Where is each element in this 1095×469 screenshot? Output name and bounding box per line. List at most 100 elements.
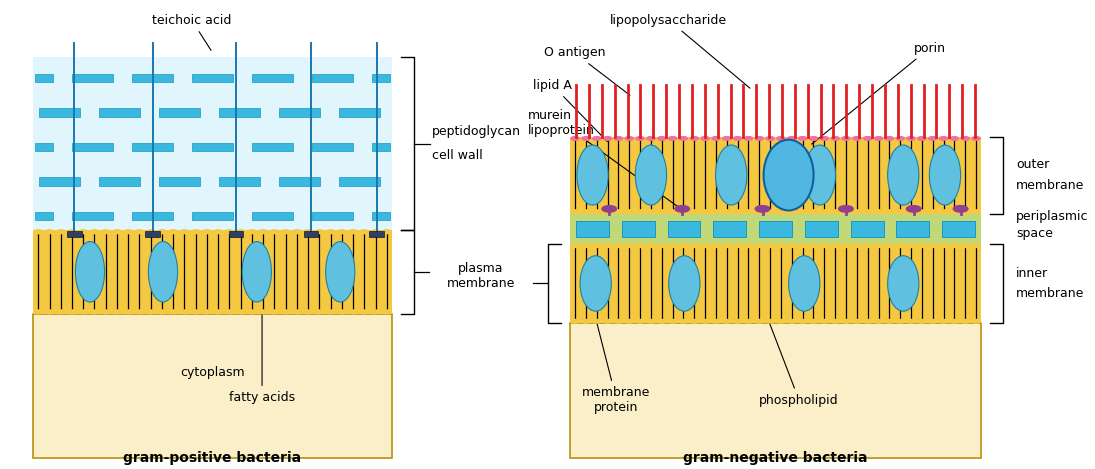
FancyBboxPatch shape — [159, 108, 200, 117]
Circle shape — [701, 319, 710, 323]
Circle shape — [954, 205, 968, 212]
Circle shape — [864, 319, 872, 323]
Circle shape — [820, 136, 829, 140]
Circle shape — [701, 210, 710, 213]
Circle shape — [570, 319, 579, 323]
Circle shape — [885, 244, 894, 248]
FancyBboxPatch shape — [192, 74, 233, 83]
FancyBboxPatch shape — [569, 323, 981, 458]
Circle shape — [712, 244, 721, 248]
Circle shape — [723, 319, 730, 323]
FancyBboxPatch shape — [35, 143, 53, 151]
Circle shape — [592, 136, 601, 140]
FancyBboxPatch shape — [713, 221, 747, 236]
Circle shape — [940, 210, 947, 213]
Circle shape — [668, 244, 677, 248]
Ellipse shape — [76, 242, 105, 302]
Circle shape — [679, 319, 688, 323]
Circle shape — [972, 319, 980, 323]
Circle shape — [712, 136, 721, 140]
Circle shape — [124, 310, 132, 314]
Circle shape — [135, 310, 143, 314]
Circle shape — [853, 210, 861, 213]
Ellipse shape — [149, 242, 177, 302]
Circle shape — [45, 310, 54, 314]
FancyBboxPatch shape — [576, 221, 609, 236]
Circle shape — [102, 230, 110, 234]
Circle shape — [675, 205, 690, 212]
Circle shape — [907, 244, 915, 248]
FancyBboxPatch shape — [622, 221, 655, 236]
Circle shape — [158, 310, 166, 314]
Circle shape — [658, 136, 666, 140]
Ellipse shape — [716, 145, 747, 205]
FancyBboxPatch shape — [146, 231, 160, 237]
FancyBboxPatch shape — [279, 108, 320, 117]
FancyBboxPatch shape — [372, 143, 390, 151]
Circle shape — [360, 230, 369, 234]
Circle shape — [614, 244, 623, 248]
Circle shape — [734, 136, 741, 140]
Circle shape — [270, 230, 278, 234]
FancyBboxPatch shape — [192, 143, 233, 151]
Circle shape — [972, 210, 980, 213]
Circle shape — [918, 136, 926, 140]
Circle shape — [203, 310, 211, 314]
Circle shape — [45, 230, 54, 234]
FancyBboxPatch shape — [569, 244, 981, 323]
Circle shape — [820, 319, 829, 323]
Circle shape — [679, 210, 688, 213]
Circle shape — [668, 210, 677, 213]
Text: phospholipid: phospholipid — [759, 321, 839, 407]
Circle shape — [79, 230, 88, 234]
Circle shape — [181, 310, 188, 314]
Circle shape — [809, 319, 818, 323]
Circle shape — [787, 136, 796, 140]
Circle shape — [603, 210, 612, 213]
Circle shape — [192, 310, 200, 314]
Circle shape — [270, 310, 278, 314]
Circle shape — [842, 136, 850, 140]
Circle shape — [349, 310, 357, 314]
Circle shape — [972, 244, 980, 248]
FancyBboxPatch shape — [229, 231, 243, 237]
FancyBboxPatch shape — [33, 314, 392, 458]
Circle shape — [292, 230, 301, 234]
Circle shape — [875, 244, 883, 248]
Circle shape — [787, 319, 796, 323]
FancyBboxPatch shape — [372, 74, 390, 83]
Circle shape — [158, 230, 166, 234]
Circle shape — [592, 210, 601, 213]
FancyBboxPatch shape — [303, 231, 319, 237]
Circle shape — [113, 310, 122, 314]
Circle shape — [961, 244, 969, 248]
FancyBboxPatch shape — [279, 177, 320, 186]
FancyBboxPatch shape — [851, 221, 884, 236]
FancyBboxPatch shape — [67, 231, 82, 237]
Circle shape — [668, 319, 677, 323]
Circle shape — [315, 230, 324, 234]
Circle shape — [147, 310, 155, 314]
FancyBboxPatch shape — [39, 108, 80, 117]
Circle shape — [734, 244, 741, 248]
FancyBboxPatch shape — [252, 74, 292, 83]
Circle shape — [237, 230, 245, 234]
Circle shape — [690, 244, 699, 248]
FancyBboxPatch shape — [132, 212, 173, 220]
Circle shape — [907, 210, 915, 213]
Circle shape — [809, 136, 818, 140]
Circle shape — [766, 136, 774, 140]
Circle shape — [842, 319, 850, 323]
Circle shape — [896, 244, 904, 248]
Circle shape — [614, 319, 623, 323]
Ellipse shape — [242, 242, 272, 302]
Circle shape — [349, 230, 357, 234]
Ellipse shape — [888, 256, 919, 311]
Circle shape — [820, 210, 829, 213]
Circle shape — [712, 210, 721, 213]
Circle shape — [756, 136, 763, 140]
Circle shape — [592, 319, 601, 323]
Circle shape — [181, 230, 188, 234]
Circle shape — [961, 136, 969, 140]
FancyBboxPatch shape — [72, 143, 113, 151]
